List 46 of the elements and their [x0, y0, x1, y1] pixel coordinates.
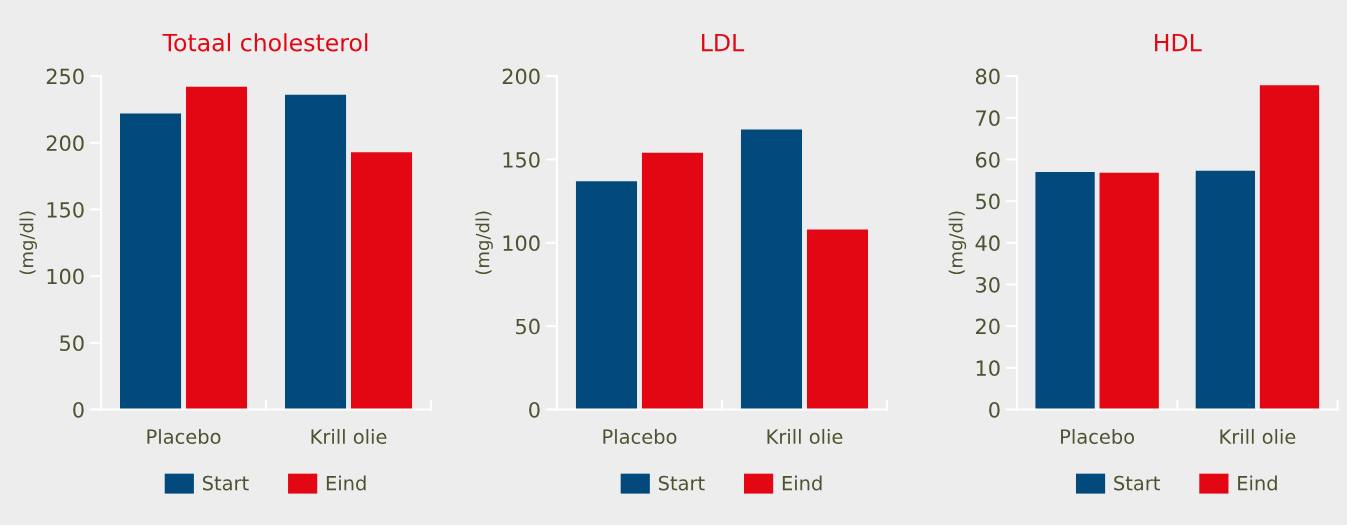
- x-tick-label: Placebo: [603, 428, 677, 444]
- y-tick-label: 50: [976, 193, 1000, 210]
- y-tick-label: 10: [976, 360, 1000, 377]
- bar: [806, 229, 869, 410]
- y-tick-label: 40: [975, 235, 1000, 252]
- y-axis-title: (mg/dl): [19, 211, 37, 275]
- legend-label: Eind: [782, 475, 822, 491]
- y-tick-label: 100: [47, 268, 84, 285]
- y-tick-label: 250: [46, 68, 84, 85]
- y-tick-label: 150: [503, 151, 540, 168]
- y-tick-label: 70: [976, 110, 1000, 127]
- x-tick-label: Krill olie: [311, 428, 387, 444]
- x-tick-label: Placebo: [147, 428, 221, 444]
- legend-label: Start: [202, 475, 249, 491]
- y-tick-label: 20: [976, 318, 1000, 335]
- bar: [740, 129, 803, 410]
- x-tick-label: Krill olie: [1220, 428, 1296, 444]
- bar: [1195, 170, 1256, 410]
- x-tick-label: Krill olie: [767, 428, 843, 444]
- bar: [575, 181, 638, 410]
- bar: [1259, 85, 1320, 410]
- y-tick-label: 30: [976, 276, 1000, 293]
- chart-title: HDL: [1155, 33, 1202, 52]
- bar: [1035, 171, 1095, 410]
- x-tick-label: Placebo: [1061, 428, 1135, 444]
- y-tick-label: 200: [46, 135, 84, 152]
- legend-label: Start: [658, 475, 705, 491]
- chart-title: LDL: [702, 33, 745, 52]
- y-tick-label: 60: [975, 151, 1000, 168]
- bar: [641, 152, 704, 410]
- y-axis-title: (mg/dl): [475, 211, 493, 275]
- legend-label: Start: [1114, 475, 1160, 491]
- y-tick-label: 200: [502, 68, 540, 85]
- y-tick-label: 50: [60, 335, 84, 352]
- legend-label: Eind: [326, 475, 366, 491]
- bar: [1099, 172, 1159, 410]
- chart-title: Totaal cholesterol: [162, 33, 368, 52]
- y-tick-label: 0: [529, 401, 540, 418]
- y-tick-label: 150: [47, 201, 84, 218]
- y-tick-label: 0: [73, 401, 84, 418]
- y-tick-label: 0: [989, 401, 1000, 418]
- y-tick-label: 80: [975, 68, 1000, 85]
- legend-label: Eind: [1238, 475, 1277, 491]
- y-tick-label: 50: [516, 318, 540, 335]
- y-axis-title: (mg/dl): [948, 211, 967, 275]
- y-tick-label: 100: [503, 235, 540, 252]
